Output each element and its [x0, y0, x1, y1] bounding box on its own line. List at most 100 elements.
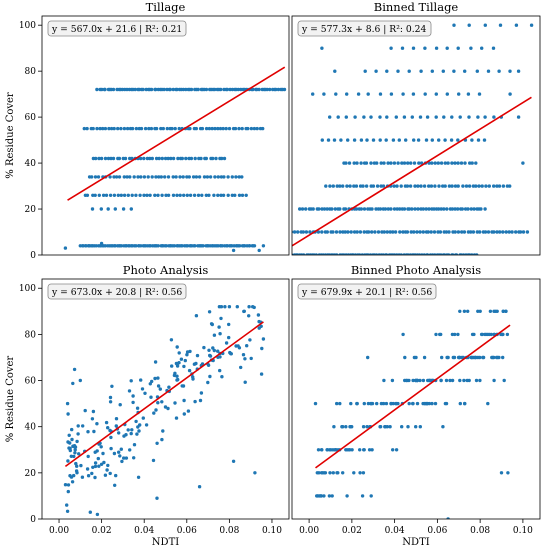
data-point — [175, 345, 179, 349]
data-point — [382, 378, 386, 383]
data-point — [373, 230, 377, 234]
data-point — [252, 126, 257, 131]
data-point — [442, 207, 446, 211]
data-point — [241, 353, 246, 357]
y-tick-label: 20 — [25, 205, 37, 215]
data-point — [301, 230, 305, 234]
data-point — [194, 314, 199, 318]
data-point — [497, 184, 502, 188]
data-point — [231, 459, 236, 463]
data-point — [72, 367, 77, 372]
data-point — [413, 184, 417, 188]
data-point — [328, 471, 332, 475]
data-point — [139, 244, 143, 248]
data-point — [388, 230, 392, 234]
data-point — [155, 441, 159, 445]
data-point — [458, 378, 462, 383]
data-point — [80, 475, 85, 479]
data-point — [261, 337, 266, 341]
data-point — [161, 429, 165, 433]
data-point — [132, 443, 137, 447]
data-point — [187, 175, 191, 179]
data-point — [347, 161, 352, 165]
data-point — [486, 69, 491, 73]
data-point — [348, 448, 352, 452]
data-point — [102, 460, 106, 465]
chart-title: Photo Analysis — [123, 263, 209, 277]
data-point — [470, 161, 474, 165]
data-point — [204, 126, 209, 131]
data-point — [445, 355, 449, 360]
data-point — [142, 156, 146, 161]
data-point — [426, 230, 430, 234]
data-point — [389, 401, 393, 406]
data-point — [433, 253, 437, 255]
data-point — [476, 138, 481, 142]
data-point — [416, 207, 420, 211]
data-point — [395, 207, 399, 211]
data-point — [189, 87, 194, 92]
data-point — [394, 401, 398, 406]
data-point — [384, 401, 389, 406]
data-point — [429, 184, 434, 188]
data-point — [112, 126, 116, 131]
equation-label: y = 567.0x + 21.6 | R²: 0.21 — [51, 24, 182, 35]
data-point — [108, 400, 113, 404]
chart-title: Binned Tillage — [374, 0, 459, 14]
data-point — [63, 246, 68, 250]
data-point — [140, 387, 145, 391]
data-point — [516, 115, 521, 119]
data-point — [315, 494, 320, 498]
data-point — [253, 471, 257, 475]
data-point — [424, 207, 428, 211]
data-point — [441, 184, 445, 188]
data-point — [82, 126, 87, 131]
data-point — [230, 87, 235, 92]
data-point — [346, 138, 350, 142]
data-point — [113, 207, 118, 211]
data-point — [374, 253, 379, 255]
data-point — [143, 391, 147, 395]
panel-binned-photo-analysis: Binned Photo Analysis y = 679.9x + 20.1 |… — [291, 263, 541, 547]
y-tick-label: 60 — [25, 113, 37, 123]
data-point — [213, 175, 217, 179]
data-point — [201, 244, 205, 248]
data-point — [226, 193, 230, 197]
data-point — [355, 401, 359, 406]
data-point — [482, 138, 487, 142]
data-point — [501, 309, 505, 313]
data-point — [171, 156, 176, 161]
x-tick-label: 0.00 — [49, 526, 69, 536]
data-point — [327, 494, 332, 498]
data-point — [367, 448, 372, 452]
data-point — [153, 360, 158, 364]
data-point — [222, 175, 226, 179]
data-point — [443, 184, 447, 188]
data-point — [159, 126, 163, 131]
data-point — [397, 138, 401, 142]
data-point — [112, 451, 117, 456]
data-point — [400, 425, 404, 429]
data-point — [450, 207, 455, 211]
data-point — [399, 253, 403, 255]
data-point — [93, 175, 98, 179]
data-point — [119, 244, 124, 248]
data-point — [495, 309, 499, 313]
data-point — [508, 69, 512, 73]
data-point — [438, 230, 443, 234]
data-point — [70, 437, 74, 442]
data-point — [165, 126, 169, 131]
data-point — [370, 448, 374, 452]
data-point — [156, 384, 161, 388]
data-point — [90, 207, 95, 211]
axes-frame — [41, 15, 290, 256]
data-point — [385, 425, 389, 429]
data-point — [208, 374, 212, 379]
data-point — [316, 230, 321, 234]
data-point — [384, 253, 389, 255]
data-point — [352, 184, 356, 188]
data-point — [433, 184, 437, 188]
data-point — [124, 456, 129, 460]
data-point — [474, 355, 478, 360]
